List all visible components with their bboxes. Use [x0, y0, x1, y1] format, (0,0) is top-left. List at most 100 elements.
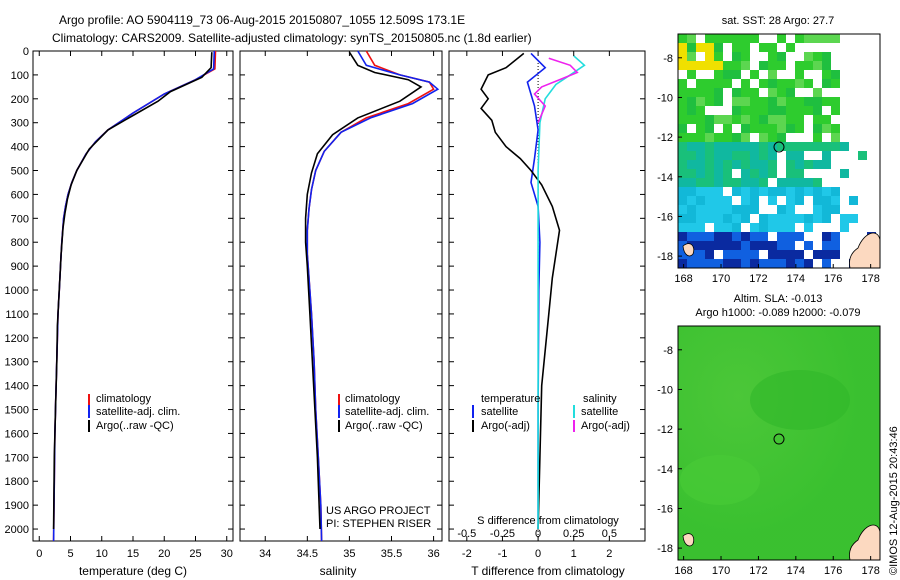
sst-cell [687, 232, 696, 241]
sst-cell [786, 115, 795, 124]
sst-cell [840, 142, 849, 151]
sst-cell [705, 52, 714, 61]
sst-cell [777, 115, 786, 124]
sst-cell [696, 205, 705, 214]
sst-cell [741, 160, 750, 169]
sla-map-ytick-label: -14 [657, 464, 673, 476]
sst-cell [714, 43, 723, 52]
sst-cell [732, 34, 741, 43]
sst-cell [750, 115, 759, 124]
sst-cell [714, 61, 723, 70]
sst-cell [813, 160, 822, 169]
sst-cell [714, 223, 723, 232]
sst-islet-shape [682, 243, 695, 257]
sla-map-xtick-label: 170 [712, 565, 730, 577]
sst-cell [705, 250, 714, 259]
sst-cell [714, 34, 723, 43]
sst-cell [822, 241, 831, 250]
sst-cell [759, 43, 768, 52]
sst-cell [768, 259, 777, 268]
sst-cell [786, 178, 795, 187]
sst-map-ytick-label: -14 [657, 172, 673, 184]
sst-cell [750, 70, 759, 79]
sst-cell [741, 187, 750, 196]
sst-cell [822, 61, 831, 70]
sst-cell [741, 124, 750, 133]
sla-map-ytick-label: -18 [657, 543, 673, 555]
copyright-timestamp: ©IMOS 12-Aug-2015 20:43:46 [888, 426, 900, 575]
sst-cell [804, 106, 813, 115]
sst-map-xtick-label: 168 [674, 273, 692, 285]
sst-cell [678, 250, 687, 259]
sst-cell [678, 79, 687, 88]
sst-cell [723, 34, 732, 43]
sst-cell [777, 106, 786, 115]
sst-cell [804, 214, 813, 223]
sst-map-xtick-label: 176 [824, 273, 842, 285]
sst-cell [768, 61, 777, 70]
sst-cell [813, 214, 822, 223]
temperature-ytick-label: 1200 [5, 333, 29, 345]
sst-cell [768, 106, 777, 115]
sst-cell [714, 205, 723, 214]
sst-cell [687, 160, 696, 169]
sst-cell [687, 133, 696, 142]
sst-cell [759, 214, 768, 223]
sst-cell [687, 70, 696, 79]
sst-cell [777, 205, 786, 214]
sst-cell [705, 79, 714, 88]
sst-cell [705, 241, 714, 250]
difference-series-line-0 [526, 52, 547, 529]
figure-title-line2: Climatology: CARS2009. Satellite-adjuste… [52, 31, 532, 45]
sst-cell [732, 259, 741, 268]
sst-cell [768, 151, 777, 160]
sst-cell [678, 259, 687, 268]
sla-darker-patch [750, 370, 850, 430]
temperature-ytick-label: 900 [11, 261, 29, 273]
sla-map-ytick-label: -16 [657, 503, 673, 515]
sst-cell [786, 160, 795, 169]
sst-cell [750, 187, 759, 196]
sst-cell [786, 241, 795, 250]
sst-cell [696, 79, 705, 88]
sst-cell [732, 223, 741, 232]
sst-cell [714, 79, 723, 88]
sst-cell [795, 160, 804, 169]
sst-cell [768, 160, 777, 169]
sst-cell [678, 124, 687, 133]
sst-cell [714, 187, 723, 196]
sst-cell [786, 187, 795, 196]
sst-cell [732, 214, 741, 223]
sst-cell [696, 241, 705, 250]
salinity-xtick-label: 34 [259, 548, 271, 560]
sst-cell [822, 250, 831, 259]
sst-cell [768, 196, 777, 205]
sst-cell [795, 187, 804, 196]
sst-cell [750, 223, 759, 232]
sst-cell [696, 187, 705, 196]
sst-cell [813, 106, 822, 115]
sst-cell [732, 61, 741, 70]
sst-cell [705, 124, 714, 133]
sst-cell [741, 169, 750, 178]
salinity-ticks-group: 34 34.5 35 35.5 36 [240, 50, 442, 560]
sst-cell [723, 142, 732, 151]
sst-cell [723, 214, 732, 223]
sst-cell [732, 106, 741, 115]
sst-cell [732, 43, 741, 52]
sst-map-ytick-label: -18 [657, 251, 673, 263]
sst-cell [687, 196, 696, 205]
sst-cell [723, 250, 732, 259]
sst-cell [759, 160, 768, 169]
sst-cell [687, 97, 696, 106]
sst-cell [687, 142, 696, 151]
sst-cell [786, 142, 795, 151]
sst-cell [813, 52, 822, 61]
sst-cell [795, 259, 804, 268]
sst-cell [678, 187, 687, 196]
sst-cell [804, 187, 813, 196]
sst-cell [687, 106, 696, 115]
sst-cell [831, 250, 840, 259]
sst-cell [723, 259, 732, 268]
